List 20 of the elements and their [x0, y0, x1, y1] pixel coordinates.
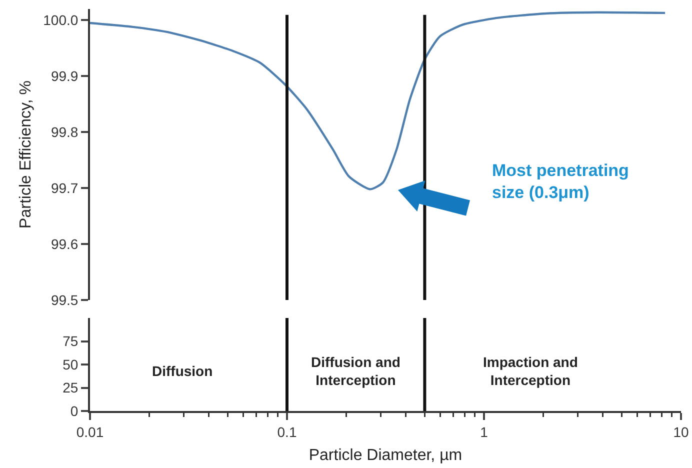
y-tick-label: 99.9	[50, 68, 78, 84]
x-tick-label: 0.1	[277, 424, 297, 440]
y-tick-label: 99.7	[50, 180, 78, 196]
y-tick-label: 99.6	[50, 236, 78, 252]
y-tick-label: 50	[62, 356, 78, 372]
y-axis-title: Particle Efficiency, %	[18, 80, 35, 228]
annotation: Impaction and Interception	[483, 354, 578, 388]
y-tick-label: 0	[70, 402, 78, 419]
x-axis-title: Particle Diameter, µm	[308, 447, 462, 464]
x-tick-label: 0.01	[76, 424, 104, 440]
annotation: Diffusion	[152, 363, 213, 379]
y-tick-label: 99.8	[50, 124, 78, 140]
y-tick-label: 100.0	[43, 12, 78, 28]
y-tick-label: 25	[62, 380, 78, 396]
annotation: Diffusion and Interception	[311, 354, 400, 388]
y-tick-label: 99.5	[50, 292, 78, 308]
y-tick-label: 75	[62, 333, 78, 350]
annotation: Most penetrating size (0.3μm)	[492, 161, 629, 202]
x-tick-label: 1	[480, 424, 488, 440]
x-tick-label: 10	[673, 424, 689, 440]
